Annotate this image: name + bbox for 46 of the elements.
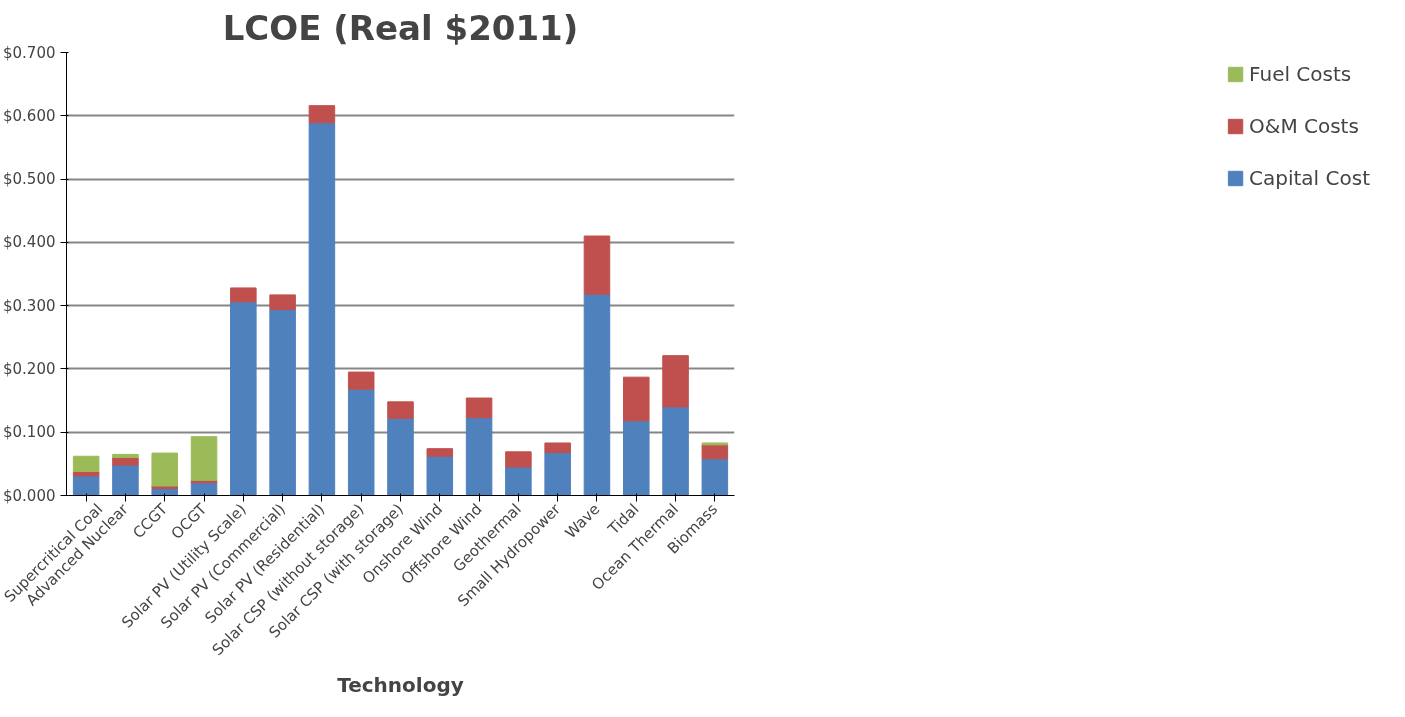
x-axis-title: Technology <box>337 673 464 698</box>
bar <box>112 464 139 496</box>
bar <box>387 401 414 419</box>
bar <box>308 122 336 496</box>
bar <box>269 294 296 310</box>
bar <box>544 451 571 496</box>
bar <box>583 293 611 496</box>
bar <box>308 105 336 124</box>
bar <box>622 420 650 496</box>
bar <box>112 453 139 459</box>
bar <box>583 235 611 295</box>
bar <box>662 406 689 496</box>
bar <box>505 466 532 496</box>
y-tick-label: $0.600 <box>3 106 56 125</box>
bar <box>426 448 454 457</box>
bar <box>230 287 257 303</box>
y-tick-label: $0.700 <box>3 43 56 62</box>
y-tick-label: $0.100 <box>3 423 56 442</box>
bar <box>269 308 296 496</box>
bar <box>544 442 571 453</box>
legend-label: Fuel Costs <box>1249 62 1352 86</box>
bar <box>72 470 100 477</box>
bar <box>622 376 650 422</box>
bar <box>701 458 729 496</box>
bar <box>190 436 218 481</box>
bar <box>151 452 179 487</box>
bar <box>426 455 454 496</box>
y-tick-label: $0.500 <box>3 170 56 189</box>
legend-label: Capital Cost <box>1249 166 1370 190</box>
bar <box>465 397 493 419</box>
bar <box>72 455 100 472</box>
bar <box>347 371 375 390</box>
y-tick-label: $0.400 <box>3 233 56 252</box>
bar <box>230 301 257 496</box>
bar <box>347 388 375 496</box>
bar <box>505 451 532 468</box>
bar <box>662 355 689 408</box>
bar <box>112 457 139 466</box>
bar <box>387 417 414 496</box>
bar <box>72 475 100 496</box>
bar <box>465 417 493 496</box>
chart-title: LCOE (Real $2011) <box>222 7 579 48</box>
y-tick-label: $0.200 <box>3 359 56 378</box>
legend-label: O&M Costs <box>1249 114 1359 138</box>
y-tick-label: $0.300 <box>3 296 56 315</box>
y-tick-label: $0.000 <box>3 486 56 505</box>
